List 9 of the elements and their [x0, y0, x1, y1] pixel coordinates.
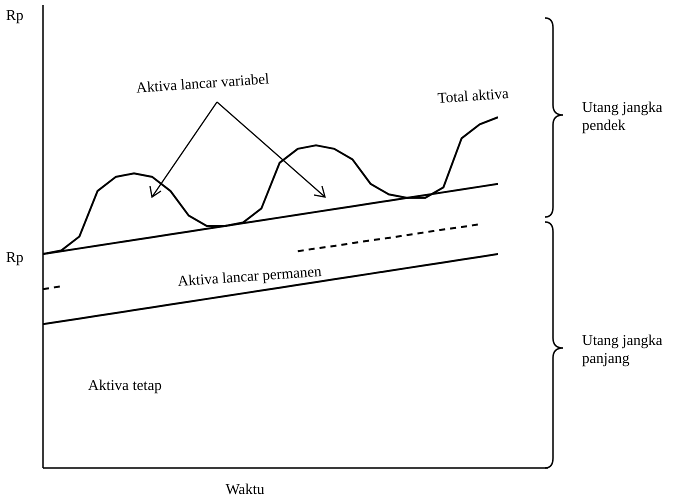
annotation: Aktiva tetap	[88, 378, 162, 394]
text: Rp	[6, 250, 24, 266]
text: Utang jangka panjang	[582, 333, 663, 367]
x-axis-title: Waktu	[226, 482, 265, 498]
text: Rp	[6, 8, 24, 24]
series-label: Aktiva lancar permanen	[177, 264, 323, 290]
series-label: Total aktiva	[437, 86, 510, 107]
text: Aktiva lancar variabel	[136, 71, 270, 97]
text: Utang jangka pendek	[582, 100, 663, 134]
